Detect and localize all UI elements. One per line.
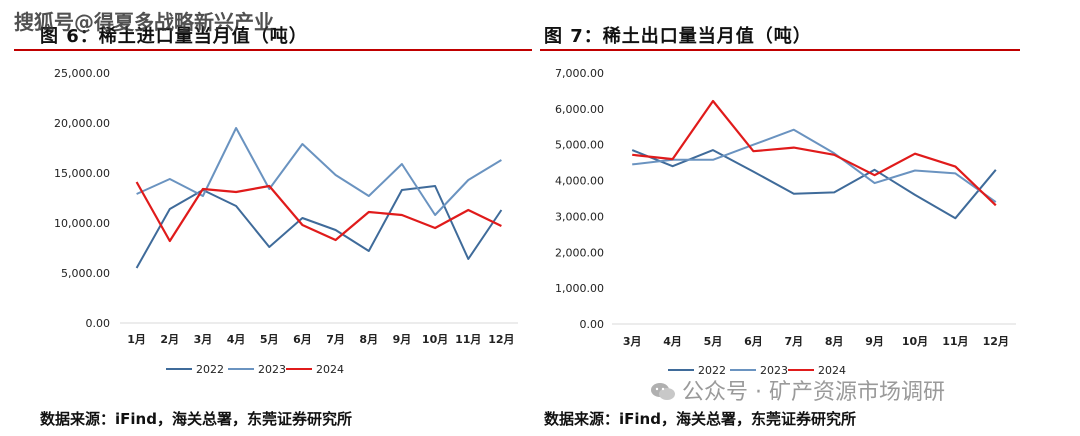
- x-tick-label: 7月: [326, 333, 345, 346]
- x-tick-label: 2月: [160, 333, 179, 346]
- series-line-2024: [135, 181, 502, 243]
- legend-label-2022: 2022: [196, 363, 224, 376]
- import-chart-panel: 图 6：稀土进口量当月值（吨） 0.00 5,000.00 10,000.00 15,…: [0, 0, 532, 436]
- x-tick-label: 9月: [393, 333, 412, 346]
- series-line-2023: [136, 127, 502, 216]
- title-rule: [14, 49, 532, 51]
- import-chart-title: 图 6：稀土进口量当月值（吨）: [40, 26, 308, 47]
- watermark-bottom-text: 公众号 · 矿产资源市场调研: [682, 380, 945, 405]
- series-line-2024: [632, 99, 997, 207]
- x-tick-label: 8月: [825, 335, 844, 348]
- y-tick-label: 5,000.00: [555, 139, 604, 152]
- y-tick-label: 15,000.00: [54, 167, 110, 180]
- x-tick-label: 6月: [744, 335, 763, 348]
- y-tick-label: 6,000.00: [555, 103, 604, 116]
- wechat-icon: [651, 383, 675, 400]
- x-tick-label: 10月: [902, 335, 928, 348]
- x-tick-label: 10月: [422, 333, 448, 346]
- legend-label-2024: 2024: [818, 364, 846, 377]
- x-tick-label: 5月: [260, 333, 279, 346]
- y-tick-label: 7,000.00: [555, 67, 604, 80]
- watermark-top: 搜狐号@得夏多战略新兴产业: [14, 10, 274, 34]
- import-line-chart: 0.00 5,000.00 10,000.00 15,000.00 20,000.00 2…: [54, 67, 518, 376]
- x-tick-label: 6月: [293, 333, 312, 346]
- import-chart-source: 数据来源：iFind，海关总署，东莞证券研究所: [40, 410, 352, 428]
- y-tick-label: 0.00: [86, 317, 111, 330]
- x-tick-label: 8月: [359, 333, 378, 346]
- y-tick-label: 2,000.00: [555, 246, 604, 259]
- export-chart-source: 数据来源：iFind，海关总署，东莞证券研究所: [544, 410, 856, 428]
- y-tick-label: 10,000.00: [54, 217, 110, 230]
- export-chart-title: 图 7：稀土出口量当月值（吨）: [544, 26, 812, 47]
- legend-label-2023: 2023: [760, 364, 788, 377]
- x-tick-label: 11月: [455, 333, 481, 346]
- x-tick-label: 3月: [623, 335, 642, 348]
- y-tick-label: 1,000.00: [555, 282, 604, 295]
- y-tick-label: 25,000.00: [54, 67, 110, 80]
- y-tick-label: 20,000.00: [54, 117, 110, 130]
- series-line-2022: [135, 185, 503, 269]
- legend-label-2023: 2023: [258, 363, 286, 376]
- y-tick-label: 5,000.00: [61, 267, 110, 280]
- x-tick-label: 7月: [784, 335, 803, 348]
- x-tick-label: 5月: [704, 335, 723, 348]
- export-chart-panel: 图 7：稀土出口量当月值（吨） 0.00 1,000.00 2,000.00 3,00…: [540, 0, 1080, 436]
- legend-label-2024: 2024: [316, 363, 344, 376]
- x-tick-label: 4月: [663, 335, 682, 348]
- x-tick-label: 4月: [227, 333, 246, 346]
- y-tick-label: 4,000.00: [555, 175, 604, 188]
- watermark-bottom: 公众号 · 矿产资源市场调研: [650, 374, 945, 406]
- y-tick-label: 3,000.00: [555, 210, 604, 223]
- x-tick-label: 12月: [488, 333, 514, 346]
- x-tick-label: 3月: [194, 333, 213, 346]
- y-tick-label: 0.00: [580, 318, 605, 331]
- legend-label-2022: 2022: [698, 364, 726, 377]
- x-tick-label: 1月: [127, 333, 146, 346]
- title-rule: [540, 49, 1020, 51]
- series-line-2023: [632, 128, 997, 203]
- x-tick-label: 9月: [865, 335, 884, 348]
- export-line-chart: 0.00 1,000.00 2,000.00 3,000.00 4,000.00 5,00…: [555, 67, 1016, 377]
- series-line-2022: [631, 149, 997, 220]
- x-tick-label: 11月: [942, 335, 968, 348]
- x-tick-label: 12月: [983, 335, 1009, 348]
